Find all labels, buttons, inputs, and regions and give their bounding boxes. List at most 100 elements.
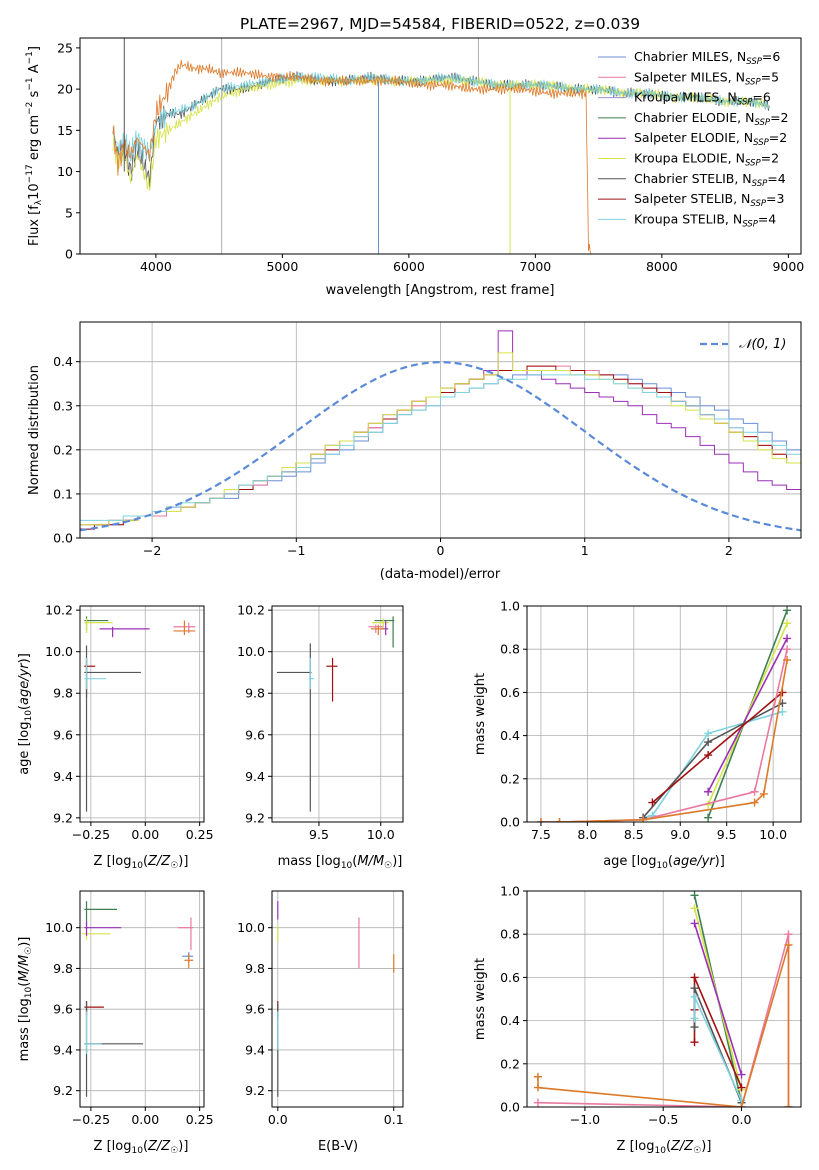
y-axis-label: mass [log10(M/M☉)] — [17, 937, 34, 1062]
y-tick-label: 0.0 — [500, 815, 520, 830]
legend-label: Chabrier MILES, NSSP=6 — [634, 49, 780, 67]
x-axis-label: E(B-V) — [318, 1139, 358, 1154]
y-tick-label: 0.2 — [500, 771, 520, 786]
y-tick-label: 9.6 — [53, 727, 73, 742]
weight-marker — [690, 992, 699, 1001]
y-tick-label: 9.2 — [53, 810, 73, 825]
weight-series — [651, 691, 783, 804]
weight-marker — [648, 798, 657, 807]
x-tick-label: 1 — [581, 543, 589, 558]
axes-weight_vs_Z: −1.0 −0.5 0.0 0.0 0.2 0.4 0.6 0.8 1.0 — [500, 884, 802, 1127]
weight-marker — [690, 973, 699, 982]
x-tick-label: −0.25 — [72, 827, 110, 842]
axes-residuals: −2 −1 0 1 2 0.0 0.1 0.2 0.3 0.4 — [53, 321, 802, 558]
x-tick-label: 7.5 — [531, 827, 551, 842]
x-axis-label: Z [log10(Z/Z☉)] — [94, 854, 189, 871]
plot-area — [277, 901, 395, 1097]
weight-marker — [783, 619, 792, 628]
plot-area — [82, 901, 194, 1097]
y-tick-label: 0.6 — [500, 685, 520, 700]
y-tick-label: 0.2 — [53, 442, 73, 457]
normal-curve — [80, 360, 801, 532]
x-tick-label: 9.5 — [717, 827, 737, 842]
weight-marker — [533, 1072, 542, 1081]
legend-label: Salpeter ELODIE, NSSP=2 — [634, 130, 787, 148]
y-tick-label: 9.4 — [245, 1042, 265, 1057]
y-tick-label: 0.1 — [53, 486, 73, 501]
x-tick-label: 0.25 — [186, 827, 214, 842]
y-tick-label: 0.6 — [500, 970, 520, 985]
axes-frame — [79, 890, 205, 1108]
x-tick-label: −1 — [287, 543, 305, 558]
y-tick-label: 1.0 — [500, 884, 520, 899]
y-tick-label: 9.8 — [53, 686, 73, 701]
weight-marker — [536, 818, 545, 822]
x-tick-label: 0.00 — [131, 827, 159, 842]
x-tick-label: 7000 — [519, 259, 551, 274]
axes-age_vs_Z: −0.25 0.00 0.25 9.2 9.4 9.6 9.8 10.0 10.2 — [45, 603, 213, 842]
y-tick-label: 10.0 — [45, 920, 73, 935]
y-tick-label: 9.8 — [53, 961, 73, 976]
y-tick-label: 9.4 — [245, 769, 265, 784]
histogram-series — [80, 365, 801, 538]
weight-marker — [533, 1083, 542, 1092]
weight-marker — [759, 789, 768, 798]
weight-marker — [784, 1103, 793, 1107]
x-axis-label: mass [log10(M/M☉)] — [278, 854, 403, 871]
x-tick-label: 0.0 — [732, 1112, 752, 1127]
weight-marker — [704, 787, 713, 796]
weight-marker — [704, 813, 713, 822]
legend-label: Chabrier ELODIE, NSSP=2 — [634, 110, 789, 128]
legend-label: Salpeter STELIB, NSSP=3 — [634, 191, 784, 209]
y-tick-label: 0.8 — [500, 642, 520, 657]
y-tick-label: 1.0 — [500, 599, 520, 614]
weight-marker — [783, 645, 792, 654]
legend-label: Kroupa ELODIE, NSSP=2 — [634, 151, 779, 169]
legend-label: Kroupa MILES, NSSP=6 — [634, 90, 771, 108]
histogram-series — [80, 374, 801, 538]
y-tick-label: 20 — [57, 82, 73, 97]
x-tick-label: 0.25 — [186, 1112, 214, 1127]
y-tick-label: 9.2 — [245, 1083, 265, 1098]
weight-marker — [690, 1023, 699, 1032]
weight-marker — [690, 919, 699, 928]
axes-weight_vs_age: 7.5 8.0 8.5 9.0 9.5 10.0 0.0 0.2 0.4 0.6 0.8 1.0 — [500, 599, 802, 842]
x-tick-label: 0 — [437, 543, 445, 558]
axes-frame — [271, 890, 404, 1108]
x-tick-label: −2 — [143, 543, 161, 558]
x-tick-label: 10.0 — [367, 827, 395, 842]
axes-frame — [526, 605, 802, 823]
plot-area — [533, 891, 793, 1107]
x-tick-label: −0.25 — [72, 1112, 110, 1127]
x-tick-label: 8000 — [646, 259, 678, 274]
x-tick-label: 0.0 — [268, 1112, 288, 1127]
plot-area — [80, 330, 801, 538]
spectrum-legend: Chabrier MILES, NSSP=6 Salpeter MILES, NS… — [598, 49, 789, 229]
y-tick-label: 10.0 — [45, 644, 73, 659]
y-tick-label: 9.4 — [53, 1042, 73, 1057]
legend-label: Salpeter MILES, NSSP=5 — [634, 69, 779, 87]
weight-marker — [555, 818, 564, 822]
weight-marker — [690, 891, 699, 900]
weight-marker — [704, 751, 713, 760]
weight-marker — [690, 1038, 699, 1047]
weight-series — [693, 923, 743, 1075]
weight-marker — [778, 707, 787, 716]
x-tick-label: 2 — [725, 543, 733, 558]
weight-marker — [737, 1083, 746, 1092]
axes-frame — [79, 37, 802, 255]
weight-marker — [783, 606, 792, 615]
y-tick-label: 9.2 — [245, 810, 265, 825]
weight-series — [540, 659, 788, 822]
x-axis-label: age [log10(age/yr)] — [603, 854, 725, 871]
y-tick-label: 0.0 — [500, 1100, 520, 1115]
axes-mass_vs_EBV: 0.0 0.1 9.2 9.4 9.6 9.8 10.0 — [237, 890, 404, 1127]
x-axis-label: Z [log10(Z/Z☉)] — [94, 1139, 189, 1156]
weight-marker — [784, 941, 793, 949]
histogram-series — [80, 369, 801, 538]
x-tick-label: 0.00 — [131, 1112, 159, 1127]
plot-area — [276, 616, 395, 812]
y-tick-label: 0.4 — [53, 354, 73, 369]
y-tick-label: 9.6 — [245, 1002, 265, 1017]
x-axis-label: (data-model)/error — [380, 567, 501, 582]
